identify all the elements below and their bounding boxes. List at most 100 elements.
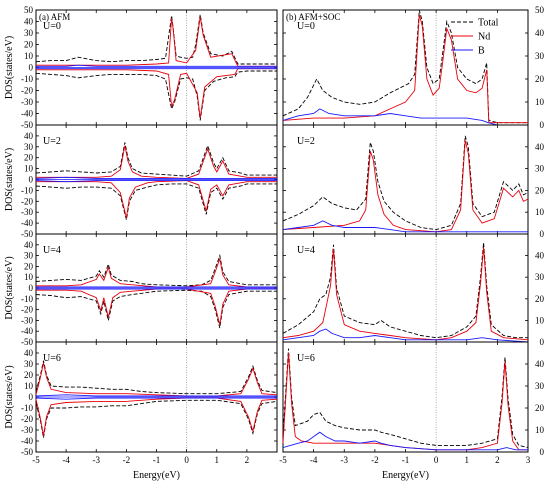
y-tick-label: 50 xyxy=(24,5,34,15)
legend-label-b: B xyxy=(478,46,485,57)
y-tick-label: -10 xyxy=(21,294,33,304)
series-total-line xyxy=(282,242,528,339)
series-nd-line xyxy=(35,397,278,436)
y-tick-label: -40 xyxy=(21,436,33,446)
y-tick-label: 0 xyxy=(29,175,34,185)
series-b-line xyxy=(282,328,529,343)
u-label: U=4 xyxy=(297,245,315,256)
y-tick-label: -50 xyxy=(21,447,33,457)
x-axis-label: Energy(eV) xyxy=(382,470,429,481)
y-tick-label: 20 xyxy=(24,40,34,50)
y-tick-label: -50 xyxy=(21,229,33,239)
y-tick-label: 10 xyxy=(24,381,34,391)
y-tick-label: 0 xyxy=(540,229,545,239)
y-tick-label: -10 xyxy=(21,74,33,84)
y-tick-label: 30 xyxy=(535,51,545,61)
x-tick-label: -2 xyxy=(123,455,131,465)
u-label: U=2 xyxy=(297,136,315,147)
subplot-frame xyxy=(282,341,529,453)
series-nd-line xyxy=(282,352,528,451)
y-tick-label: -40 xyxy=(21,326,33,336)
series-b-line xyxy=(35,180,277,183)
series-total-line xyxy=(35,142,277,177)
y-tick-label: 20 xyxy=(535,294,545,304)
series-nd-line xyxy=(282,246,529,341)
series-b-line xyxy=(282,431,528,451)
y-tick-label: 0 xyxy=(540,120,545,130)
y-tick-label: 20 xyxy=(24,370,34,380)
y-axis-label: DOS(states/eV) xyxy=(4,256,15,319)
u-label: U=0 xyxy=(43,21,61,32)
x-tick-label: -2 xyxy=(371,455,379,465)
x-tick-label: 2 xyxy=(245,455,250,465)
y-tick-label: 0 xyxy=(29,392,34,402)
y-tick-label: -30 xyxy=(21,425,33,435)
y-tick-label: 40 xyxy=(24,17,34,27)
series-total-line xyxy=(35,14,277,65)
series-total-line xyxy=(282,9,528,124)
series-total-line xyxy=(35,70,277,121)
x-tick-label: -1 xyxy=(402,455,410,465)
series-nd-line xyxy=(282,140,529,233)
series-nd-line xyxy=(36,257,277,288)
y-tick-label: -20 xyxy=(21,305,33,315)
x-tick-label: 1 xyxy=(465,455,470,465)
series-b-line xyxy=(36,64,277,67)
y-tick-label: -30 xyxy=(21,315,33,325)
y-tick-label: 0 xyxy=(540,337,545,347)
subplot-frame xyxy=(282,124,529,235)
series-nd-line xyxy=(35,362,278,397)
y-tick-label: 10 xyxy=(24,164,34,174)
y-tick-label: 20 xyxy=(535,185,545,195)
u-label: U=6 xyxy=(297,353,315,364)
x-tick-label: 1 xyxy=(215,455,220,465)
legend-label-nd: Nd xyxy=(478,32,490,43)
u-label: U=0 xyxy=(297,21,315,32)
y-tick-label: 10 xyxy=(535,207,545,217)
y-tick-label: 40 xyxy=(535,251,545,261)
series-total-line xyxy=(35,253,277,287)
u-label: U=4 xyxy=(43,245,61,256)
y-tick-label: 10 xyxy=(24,272,34,282)
panel-label-b: (b) AFM+SOC xyxy=(286,12,340,22)
series-total-line xyxy=(35,183,277,220)
series-nd-line xyxy=(36,145,277,179)
series-b-line xyxy=(35,397,277,400)
y-tick-label: -20 xyxy=(21,414,33,424)
y-axis-label: DOS(states/eV) xyxy=(4,36,15,99)
series-b-line xyxy=(35,176,277,179)
y-tick-label: 20 xyxy=(535,74,545,84)
y-tick-label: 10 xyxy=(535,97,545,107)
x-tick-label: 0 xyxy=(184,455,189,465)
y-tick-label: 10 xyxy=(535,425,545,435)
y-tick-label: 40 xyxy=(24,131,34,141)
y-tick-label: 40 xyxy=(24,240,34,250)
series-nd-line xyxy=(36,180,277,218)
panel-label-a: (a) AFM xyxy=(39,12,70,22)
series-total-line xyxy=(35,289,277,329)
y-tick-label: 0 xyxy=(29,63,34,73)
y-tick-label: -20 xyxy=(21,196,33,206)
x-tick-label: 0 xyxy=(434,455,439,465)
y-tick-label: -10 xyxy=(21,185,33,195)
series-total-line xyxy=(35,360,278,395)
y-tick-label: -40 xyxy=(21,109,33,119)
series-b-line xyxy=(282,220,528,233)
y-tick-label: 20 xyxy=(24,261,34,271)
y-tick-label: 40 xyxy=(535,142,545,152)
y-axis-label: DOS(states/eV) xyxy=(4,365,15,428)
x-tick-label: 3 xyxy=(526,455,531,465)
u-label: U=2 xyxy=(43,136,61,147)
u-label: U=6 xyxy=(43,353,61,364)
x-tick-label: -3 xyxy=(93,455,101,465)
x-tick-label: -5 xyxy=(32,455,40,465)
x-tick-label: -4 xyxy=(310,455,318,465)
series-nd-line xyxy=(282,14,528,124)
x-tick-label: -4 xyxy=(62,455,70,465)
y-tick-label: 50 xyxy=(535,5,545,15)
y-tick-label: 0 xyxy=(29,283,34,293)
y-tick-label: 30 xyxy=(24,142,34,152)
y-tick-label: 30 xyxy=(24,359,34,369)
y-tick-label: -50 xyxy=(21,337,33,347)
y-tick-label: 20 xyxy=(24,153,34,163)
